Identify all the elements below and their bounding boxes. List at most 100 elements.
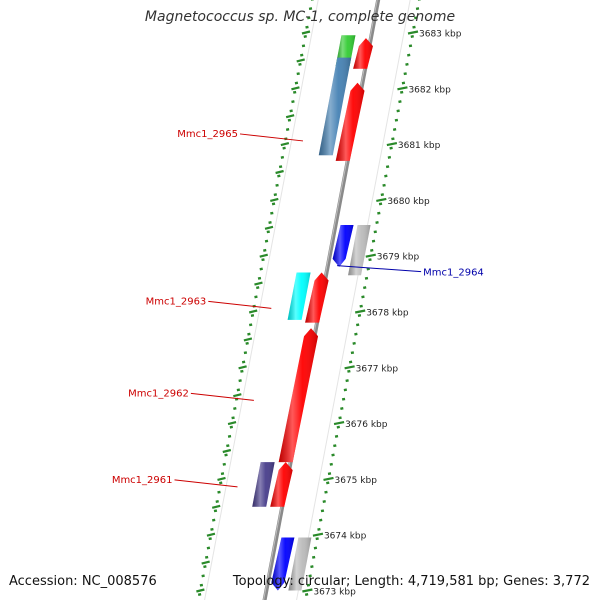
features-layer	[252, 35, 373, 591]
ruler-dot-left	[224, 453, 228, 457]
ruler-dot-right	[311, 555, 316, 559]
ruler-dot-left	[245, 341, 249, 345]
ruler-dot-left	[308, 7, 313, 11]
ruler-dot-right	[391, 137, 395, 141]
ruler-dot-right	[331, 453, 335, 457]
major-tick-right	[386, 142, 398, 147]
ruler-dot-left	[217, 490, 221, 494]
ruler-dot-right	[327, 472, 332, 476]
ruler-dot-right	[405, 62, 409, 66]
major-tick-left	[270, 197, 279, 202]
label-leader-line	[239, 133, 304, 142]
ruler-dot-left	[219, 481, 223, 485]
tick-label: 3677 kbp	[356, 364, 399, 374]
ruler-dot-left	[303, 35, 307, 38]
ruler-dot-right	[317, 527, 321, 531]
ruler-dot-left	[280, 155, 285, 159]
ruler-dot-left	[301, 44, 306, 48]
tick-label: 3680 kbp	[387, 197, 430, 207]
ruler-dot-right	[399, 90, 404, 94]
gene-feature-shading	[332, 225, 354, 267]
ruler-dot-left	[256, 286, 260, 290]
gene-feature-shading	[335, 82, 365, 161]
ruler-dot-left	[287, 118, 292, 122]
major-tick-left	[211, 504, 221, 509]
ruler-dot-left	[229, 425, 234, 429]
major-tick-right	[344, 365, 355, 370]
ruler-dot-left	[203, 565, 207, 569]
ruler-dot-right	[341, 397, 346, 401]
accession-text: Accession: NC_008576	[9, 574, 157, 589]
major-tick-left	[217, 476, 226, 481]
ruler-dot-right	[385, 165, 390, 169]
major-tick-right	[323, 476, 334, 481]
ruler-dot-left	[254, 295, 258, 299]
ruler-dot-left	[241, 360, 246, 364]
label-leader-line	[174, 479, 238, 488]
label-leader-line	[208, 300, 272, 309]
ruler-dot-right	[363, 286, 367, 290]
gene-feature-shading	[288, 537, 312, 591]
ruler-dot-right	[315, 537, 319, 541]
gene-feature-shading	[305, 272, 329, 323]
band-edge-left	[204, 0, 319, 600]
ruler-dot-left	[204, 555, 209, 559]
major-tick-right	[376, 197, 387, 202]
ruler-dot-left	[247, 332, 251, 336]
major-tick-left	[280, 142, 290, 147]
ruler-dot-left	[201, 574, 205, 578]
major-tick-left	[233, 393, 242, 398]
major-tick-left	[264, 225, 274, 230]
ruler-dot-right	[371, 239, 376, 243]
ruler-dot-right	[361, 295, 365, 299]
ruler-dot-left	[215, 500, 219, 503]
ruler-dot-right	[333, 444, 337, 448]
ruler-dot-right	[394, 118, 399, 122]
ruler-dot-left	[238, 379, 242, 383]
ruler-dot-left	[210, 527, 214, 531]
ruler-dot-left	[206, 546, 211, 550]
ruler-dot-left	[266, 230, 270, 234]
ruler-dot-right	[403, 72, 407, 76]
major-tick-right	[407, 30, 419, 35]
major-tick-left	[296, 58, 305, 63]
major-tick-left	[248, 309, 258, 314]
labels-layer: Mmc1_2965 Mmc1_2964 Mmc1_2963 Mmc1_2962 Mmc1…	[112, 129, 484, 488]
ruler-dot-left	[243, 351, 248, 355]
major-tick-left	[243, 337, 253, 342]
ruler-dot-right	[414, 16, 418, 20]
ruler-dot-right	[392, 128, 397, 131]
ruler-dot-right	[340, 407, 344, 410]
ruler-dot-left	[231, 416, 235, 420]
tick-label: 3674 kbp	[324, 532, 367, 542]
ruler-dot-right	[336, 425, 341, 429]
ruler-dot-right	[350, 351, 355, 355]
ruler-dot-right	[415, 7, 420, 11]
ruler-dot-left	[199, 583, 204, 587]
ruler-dot-right	[417, 0, 421, 1]
ruler-dot-left	[261, 258, 265, 262]
ruler-dot-left	[292, 90, 297, 94]
ruler-dot-right	[412, 25, 416, 29]
ruler-dot-left	[270, 211, 274, 215]
ruler-dot-right	[389, 146, 393, 150]
ruler-dot-right	[308, 574, 312, 578]
gene-feature-shading	[271, 537, 295, 591]
ruler-dot-left	[208, 537, 212, 541]
major-tick-right	[312, 532, 324, 537]
ruler-dot-right	[407, 53, 411, 57]
ruler-dot-right	[355, 323, 360, 327]
major-tick-left	[227, 421, 237, 426]
ruler-dot-right	[401, 81, 406, 85]
ruler-dot-right	[375, 221, 379, 224]
ruler-dot-left	[213, 509, 218, 513]
ruler-dot-left	[285, 128, 290, 131]
ruler-dot-left	[277, 174, 281, 178]
gene-feature-shading	[270, 462, 293, 507]
ruler-dot-left	[240, 369, 244, 373]
ruler-dot-right	[387, 155, 392, 159]
ruler-dot-right	[378, 202, 383, 206]
ruler-dot-right	[354, 332, 358, 336]
ruler-dot-right	[410, 35, 414, 38]
